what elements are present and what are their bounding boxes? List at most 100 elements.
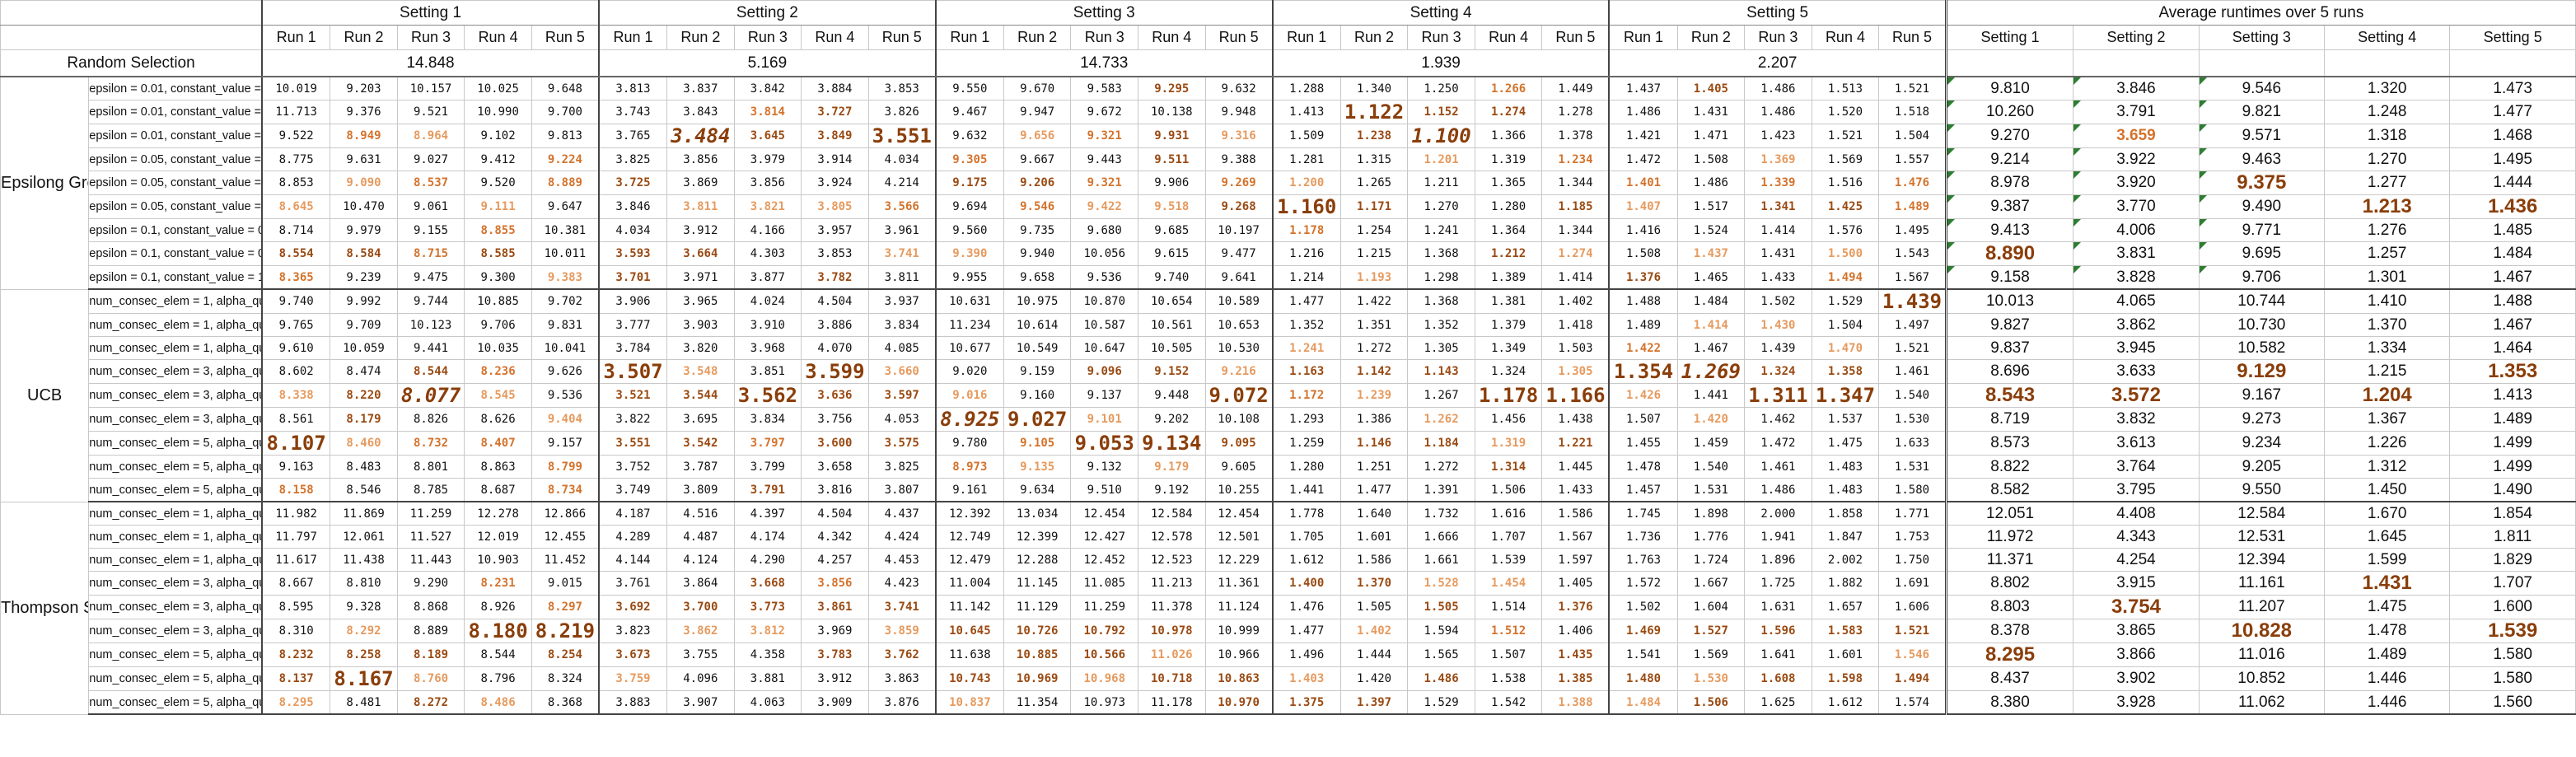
run-cell: 8.785	[396, 478, 465, 502]
run-cell: 9.135	[1003, 455, 1072, 479]
avg-value: 10.828	[2231, 619, 2293, 643]
run-cell: 8.734	[531, 478, 600, 502]
run-cell: 8.595	[261, 595, 331, 619]
run-cell: 1.439	[1878, 288, 1947, 314]
run-value: 4.214	[884, 176, 919, 189]
run-value: 8.964	[413, 129, 449, 143]
run-value: 1.750	[1894, 553, 1930, 567]
run-cell: 1.365	[1474, 171, 1543, 195]
run-cell: 4.453	[867, 548, 937, 572]
run-value: 1.349	[1491, 341, 1526, 355]
avg-cell: 1.811	[2449, 525, 2576, 549]
avg-cell: 3.764	[2073, 455, 2200, 479]
run-cell: 12.061	[330, 525, 398, 549]
run-value: 9.105	[1020, 437, 1055, 450]
run-value: 10.056	[1083, 247, 1126, 260]
run-cell: 9.300	[464, 265, 532, 290]
run-value: 10.381	[544, 223, 587, 237]
run-cell: 1.341	[1744, 194, 1812, 219]
run-value: 1.389	[1491, 270, 1526, 284]
avg-value: 3.865	[2116, 622, 2156, 639]
avg-value: 9.827	[1990, 315, 2030, 334]
run-cell: 1.364	[1474, 218, 1543, 242]
run-header: Run 1	[1608, 25, 1678, 50]
run-value: 8.544	[480, 648, 516, 661]
run-cell: 1.531	[1676, 478, 1746, 502]
run-cell: 8.537	[396, 171, 465, 195]
run-value: 9.992	[346, 295, 381, 308]
run-cell: 1.185	[1541, 194, 1610, 219]
avg-cell: 11.062	[2198, 690, 2326, 715]
run-cell: 1.358	[1811, 359, 1880, 384]
run-cell: 9.390	[934, 241, 1004, 266]
run-cell: 1.661	[1407, 548, 1475, 572]
avg-value: 1.489	[2367, 646, 2407, 663]
run-cell: 1.494	[1878, 666, 1947, 691]
run-value: 3.812	[750, 624, 785, 638]
empty-cell	[2324, 49, 2451, 77]
run-header: Run 2	[666, 25, 735, 50]
run-cell: 9.448	[1138, 383, 1206, 408]
run-cell: 9.152	[1138, 359, 1206, 384]
run-value: 3.876	[884, 695, 919, 709]
run-value: 10.255	[1218, 483, 1260, 497]
run-value: 9.295	[1154, 82, 1190, 96]
run-cell: 3.773	[733, 595, 802, 619]
avg-cell: 9.387	[1944, 194, 2074, 219]
run-value: 8.481	[346, 695, 381, 709]
run-value: 9.159	[1020, 365, 1055, 378]
run-cell: 4.424	[867, 525, 937, 549]
avg-cell: 9.413	[1944, 218, 2074, 242]
run-cell: 9.560	[934, 218, 1004, 242]
run-value: 12.288	[1016, 553, 1059, 567]
run-header: Run 1	[597, 25, 668, 50]
group-label: UCB	[0, 288, 90, 502]
run-value: 9.161	[952, 483, 988, 497]
run-value: 1.462	[1760, 413, 1796, 426]
run-value: 9.706	[480, 318, 516, 332]
run-value: 1.266	[1491, 82, 1526, 96]
run-cell: 1.541	[1608, 643, 1678, 667]
avg-value: 12.051	[1985, 504, 2035, 522]
run-cell: 1.527	[1676, 619, 1746, 643]
run-value: 1.439	[1882, 290, 1943, 313]
run-cell: 10.647	[1070, 336, 1138, 360]
run-value: 10.197	[1218, 223, 1260, 237]
run-value: 4.453	[884, 553, 919, 567]
run-value: 9.390	[952, 247, 988, 260]
run-value: 3.862	[683, 624, 718, 638]
run-value: 1.270	[1424, 200, 1459, 213]
run-value: 1.423	[1760, 129, 1796, 143]
run-value: 9.647	[547, 200, 582, 213]
run-value: 1.143	[1424, 365, 1459, 378]
run-cell: 10.970	[1204, 690, 1274, 715]
run-value: 1.347	[1815, 384, 1876, 407]
avg-cell: 1.301	[2324, 265, 2451, 290]
run-cell: 1.311	[1744, 383, 1812, 408]
run-value: 1.641	[1760, 648, 1796, 661]
run-cell: 8.232	[261, 643, 331, 667]
run-cell: 1.486	[1608, 100, 1678, 124]
run-value: 1.470	[1827, 341, 1863, 355]
run-value: 3.784	[615, 341, 651, 355]
run-cell: 1.471	[1676, 124, 1746, 148]
avg-cell: 9.571	[2198, 124, 2326, 148]
run-value: 1.435	[1558, 648, 1593, 661]
run-value: 8.714	[278, 223, 314, 237]
run-value: 3.924	[817, 176, 853, 189]
run-value: 8.295	[278, 695, 314, 709]
run-cell: 13.034	[1003, 501, 1072, 526]
run-value: 3.599	[805, 360, 865, 383]
run-cell: 11.026	[1138, 643, 1206, 667]
avg-value: 3.795	[2116, 480, 2156, 498]
run-value: 8.254	[547, 648, 582, 661]
run-cell: 1.508	[1676, 147, 1746, 171]
run-cell: 1.543	[1878, 241, 1947, 266]
run-cell: 1.484	[1608, 690, 1678, 715]
run-value: 1.278	[1558, 105, 1593, 119]
run-cell: 1.100	[1407, 124, 1475, 148]
run-cell: 1.375	[1271, 690, 1341, 715]
run-cell: 4.303	[733, 241, 802, 266]
run-value: 1.494	[1894, 672, 1930, 685]
run-cell: 8.889	[531, 171, 600, 195]
